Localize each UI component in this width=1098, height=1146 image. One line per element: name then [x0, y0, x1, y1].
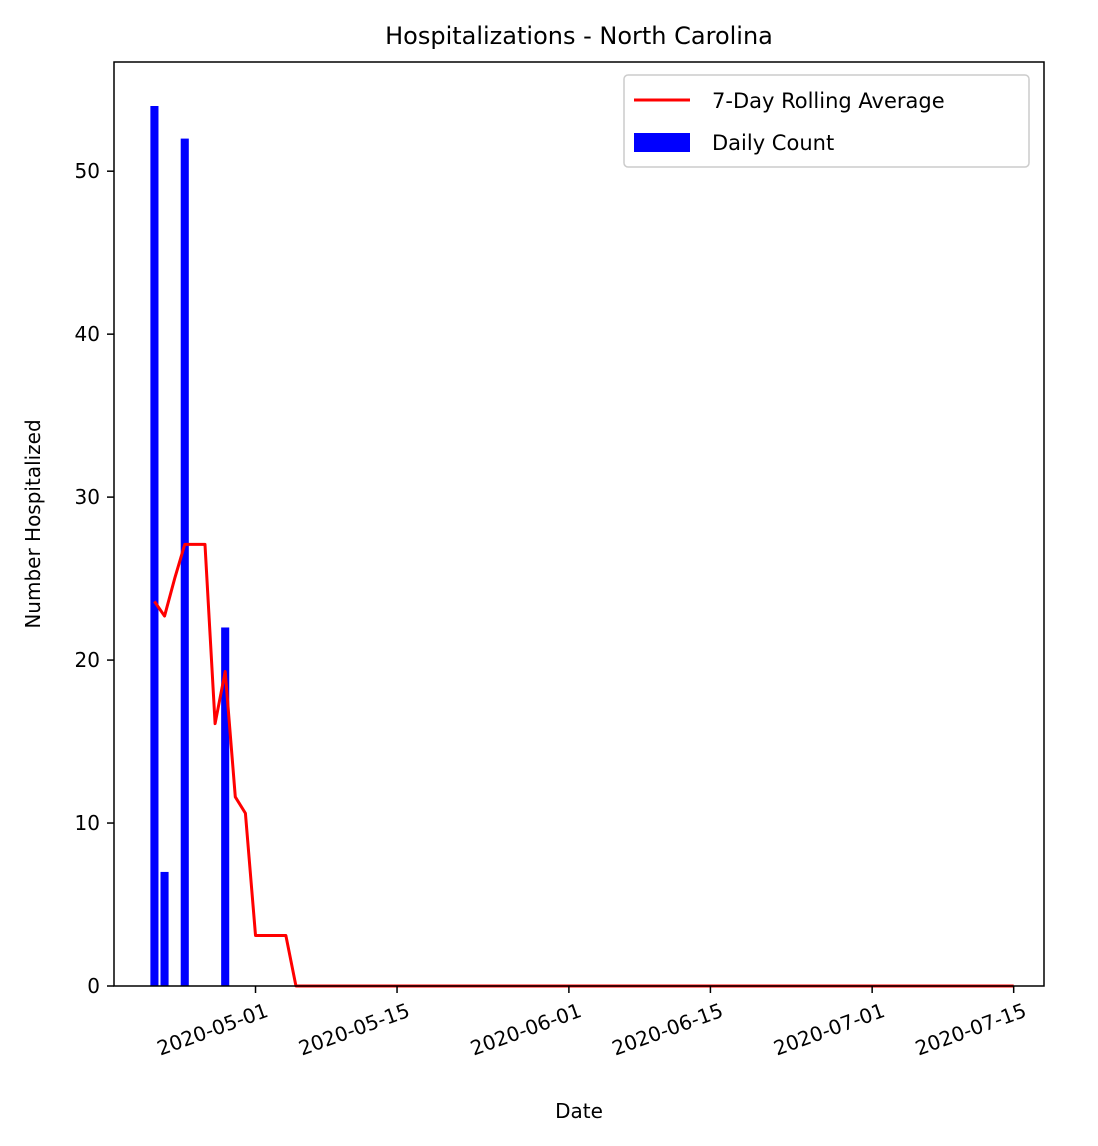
y-tick-label-5: 50: [75, 159, 100, 183]
y-tick-label-2: 20: [75, 648, 100, 672]
y-axis-label: Number Hospitalized: [21, 419, 45, 628]
legend-frame: [623, 74, 1030, 168]
legend-label-rolling-average: 7-Day Rolling Average: [712, 89, 945, 113]
plot-area: [150, 106, 1014, 988]
y-tick-label-3: 30: [75, 485, 100, 509]
y-tick-label-1: 10: [75, 811, 100, 835]
bar-daily-count-1: [160, 871, 169, 986]
y-tick-label-4: 40: [75, 322, 100, 346]
y-axis: 0 10 20 30 40 50: [75, 159, 114, 998]
y-tick-label-0: 0: [87, 974, 100, 998]
bar-daily-count-0: [150, 106, 159, 986]
bar-daily-count-2: [180, 138, 189, 986]
x-axis-label: Date: [555, 1099, 603, 1123]
chart-title: Hospitalizations - North Carolina: [385, 22, 773, 50]
legend-label-daily-count: Daily Count: [712, 131, 834, 155]
plot-frame: [113, 61, 1045, 987]
legend-swatch-daily-count: [634, 133, 690, 152]
bar-daily-count-3: [221, 627, 230, 986]
line-rolling-average: [153, 542, 1014, 988]
legend: 7-Day Rolling Average Daily Count: [623, 74, 1030, 168]
